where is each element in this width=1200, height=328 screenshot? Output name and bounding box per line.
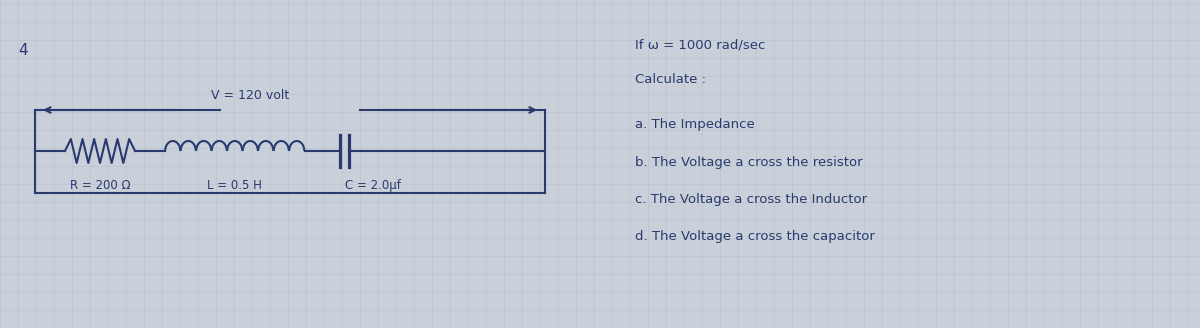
Text: Calculate :: Calculate : <box>635 73 706 86</box>
Text: a. The Impedance: a. The Impedance <box>635 118 755 131</box>
Text: 4: 4 <box>18 43 28 58</box>
Text: C = 2.0μf: C = 2.0μf <box>344 179 401 192</box>
Text: c. The Voltage a cross the Inductor: c. The Voltage a cross the Inductor <box>635 193 868 206</box>
Text: V = 120 volt: V = 120 volt <box>211 89 289 102</box>
Text: b. The Voltage a cross the resistor: b. The Voltage a cross the resistor <box>635 156 863 169</box>
Text: d. The Voltage a cross the capacitor: d. The Voltage a cross the capacitor <box>635 230 875 243</box>
Text: R = 200 Ω: R = 200 Ω <box>70 179 131 192</box>
Text: If ω = 1000 rad/sec: If ω = 1000 rad/sec <box>635 38 766 51</box>
Text: L = 0.5 H: L = 0.5 H <box>208 179 262 192</box>
